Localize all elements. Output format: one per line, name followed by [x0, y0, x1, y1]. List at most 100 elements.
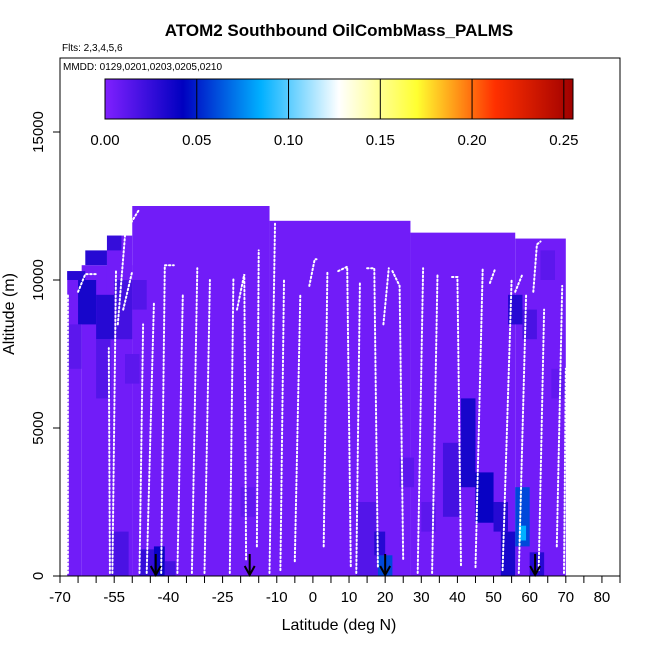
heatmap-cell: [96, 339, 111, 399]
flight-profile: [77, 273, 98, 293]
colorbar-tick-label: 0.00: [90, 132, 119, 149]
flight-profile: [563, 367, 567, 574]
colorbar-gradient: [105, 79, 573, 119]
chart-title: ATOM2 Southbound OilCombMass_PALMS: [165, 21, 514, 40]
flights-note: Flts: 2,3,4,5,6: [62, 43, 123, 54]
x-tick-label: 50: [485, 589, 502, 606]
heatmap-cell: [374, 531, 386, 556]
x-tick-label: 30: [413, 589, 430, 606]
coverage-block: [132, 206, 270, 576]
heatmap-cell: [356, 502, 378, 576]
heatmap-cell: [442, 442, 462, 517]
flight-profile: [122, 270, 134, 311]
y-tick-label: 10000: [30, 259, 47, 301]
heatmap-cell: [125, 354, 140, 384]
flight-profile: [337, 265, 352, 569]
flight-profile: [391, 270, 405, 563]
flight-profile: [145, 302, 155, 574]
heatmap-cell: [132, 280, 147, 310]
heatmap-cell: [399, 457, 415, 488]
x-tick-label: -55: [103, 589, 125, 606]
dates-note: MMDD: 0129,0201,0203,0205,0210: [63, 62, 222, 73]
colorbar-tick-label: 0.25: [549, 132, 578, 149]
heatmap-cell: [518, 525, 527, 541]
arrow-markers: [149, 554, 541, 578]
flight-profile: [416, 267, 425, 574]
x-axis-label: Latitude (deg N): [282, 617, 397, 634]
colorbar: 0.00 0.05 0.10 0.15 0.20 0.25: [90, 78, 578, 149]
flight-profile: [474, 267, 484, 569]
heatmap-cell: [106, 235, 122, 251]
plot-frame: [59, 57, 621, 577]
down-arrow-icon: [529, 554, 541, 578]
colorbar-tick-label: 0.15: [366, 132, 395, 149]
heatmap-cell: [540, 250, 555, 280]
flight-profile: [203, 279, 211, 574]
flight-profile: [501, 279, 513, 572]
flight-profile: [555, 284, 564, 548]
flight-profile: [382, 267, 390, 326]
flight-profile: [451, 276, 462, 569]
flight-profile: [366, 267, 379, 569]
flight-profile: [488, 267, 497, 284]
x-tick-label: 10: [341, 589, 358, 606]
colorbar-tick-label: 0.20: [457, 132, 486, 149]
coverage-block: [269, 220, 411, 576]
heatmap-cell: [240, 487, 256, 517]
x-tick-label: -10: [266, 589, 288, 606]
flight-profile: [355, 282, 361, 574]
flight-profile: [268, 222, 276, 574]
colorbar-frame: [104, 78, 574, 120]
y-tick-label: 5000: [30, 411, 47, 444]
heatmap-cell: [78, 280, 97, 325]
flight-profile: [255, 249, 260, 548]
y-axis: 0 5000 10000 15000: [30, 111, 60, 580]
flight-profile: [537, 308, 546, 572]
heatmap-cell: [475, 472, 494, 523]
heatmap-cell: [493, 502, 508, 532]
flight-profile: [293, 293, 302, 563]
heatmap-cell: [551, 368, 566, 399]
flight-profile: [116, 234, 126, 326]
heatmap-cell: [67, 324, 82, 369]
flight-profile: [322, 270, 329, 548]
x-tick-label: 40: [449, 589, 466, 606]
flight-profile: [228, 277, 235, 574]
x-tick-label: -40: [158, 589, 180, 606]
y-tick-label: 15000: [30, 111, 47, 153]
heatmap-cell: [461, 398, 476, 488]
x-tick-label: 80: [594, 589, 611, 606]
heatmap-cell: [96, 294, 115, 340]
down-arrow-icon: [243, 554, 256, 578]
flight-profile: [514, 273, 524, 293]
down-arrow-icon: [379, 554, 392, 578]
flight-profile: [190, 267, 199, 574]
x-tick-label: 70: [557, 589, 574, 606]
plot-area: [66, 206, 567, 576]
flight-profile: [160, 264, 175, 574]
flight-profile: [532, 240, 542, 293]
x-tick-label: -25: [212, 589, 234, 606]
down-arrow-icon: [149, 554, 162, 578]
x-tick-label: 0: [309, 589, 317, 606]
flight-profile: [176, 293, 184, 574]
flight-profile: [517, 293, 528, 574]
heatmap-cell: [85, 250, 107, 266]
flight-profile: [124, 208, 141, 234]
flight-profile: [138, 323, 145, 574]
flight-profile: [236, 273, 248, 563]
x-tick-label: 20: [377, 589, 394, 606]
flight-profile: [308, 258, 318, 287]
x-axis: -70 -55 -40 -25 -10 0 10 20 30 40 50 60 70 80: [49, 576, 621, 606]
heatmap-cell: [110, 531, 129, 576]
flight-profile: [107, 347, 111, 574]
flight-profile: [431, 273, 439, 574]
colorbar-tick-label: 0.10: [274, 132, 303, 149]
flight-profile: [279, 279, 285, 572]
heatmap-cell: [164, 561, 176, 576]
y-tick-label: 0: [30, 572, 47, 580]
heatmap-cell: [153, 546, 165, 576]
colorbar-tick-label: 0.05: [182, 132, 211, 149]
x-tick-label: 60: [521, 589, 538, 606]
